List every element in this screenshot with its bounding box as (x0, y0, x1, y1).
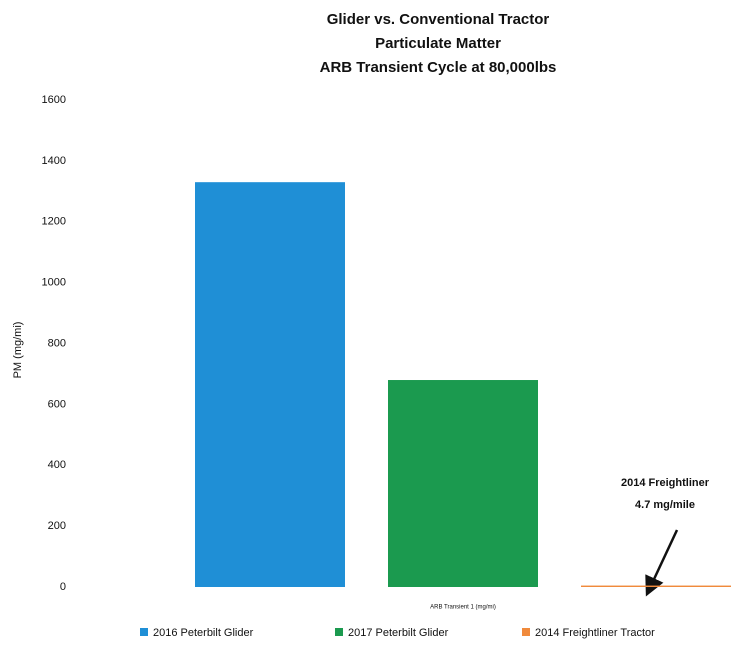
y-axis-label: PM (mg/mi) (12, 322, 24, 379)
chart-title: ARB Transient Cycle at 80,000lbs (320, 59, 557, 76)
legend-marker (335, 628, 343, 636)
annotation: 2014 Freightliner (621, 477, 710, 489)
y-tick-label: 0 (60, 581, 66, 593)
bar (195, 182, 345, 587)
annotation: 4.7 mg/mile (635, 499, 695, 511)
legend-label: 2017 Peterbilt Glider (348, 627, 449, 639)
chart-title: Glider vs. Conventional Tractor (327, 11, 550, 28)
legend-label: 2016 Peterbilt Glider (153, 627, 254, 639)
y-tick-label: 1600 (42, 94, 66, 106)
legend-label: 2014 Freightliner Tractor (535, 627, 655, 639)
legend-marker (522, 628, 530, 636)
y-tick-label: 1400 (42, 155, 66, 167)
annotation-arrow (645, 529, 679, 597)
y-tick-label: 1000 (42, 277, 66, 289)
y-tick-label: 200 (48, 520, 66, 532)
bar (581, 585, 731, 587)
legend-marker (140, 628, 148, 636)
y-tick-label: 800 (48, 337, 66, 349)
y-tick-label: 600 (48, 398, 66, 410)
bar (388, 380, 538, 587)
y-tick-label: 1200 (42, 216, 66, 228)
chart-title: Particulate Matter (375, 35, 501, 52)
y-tick-label: 400 (48, 459, 66, 471)
x-tick-label: ARB Transient 1 (mg/mi) (430, 605, 496, 611)
